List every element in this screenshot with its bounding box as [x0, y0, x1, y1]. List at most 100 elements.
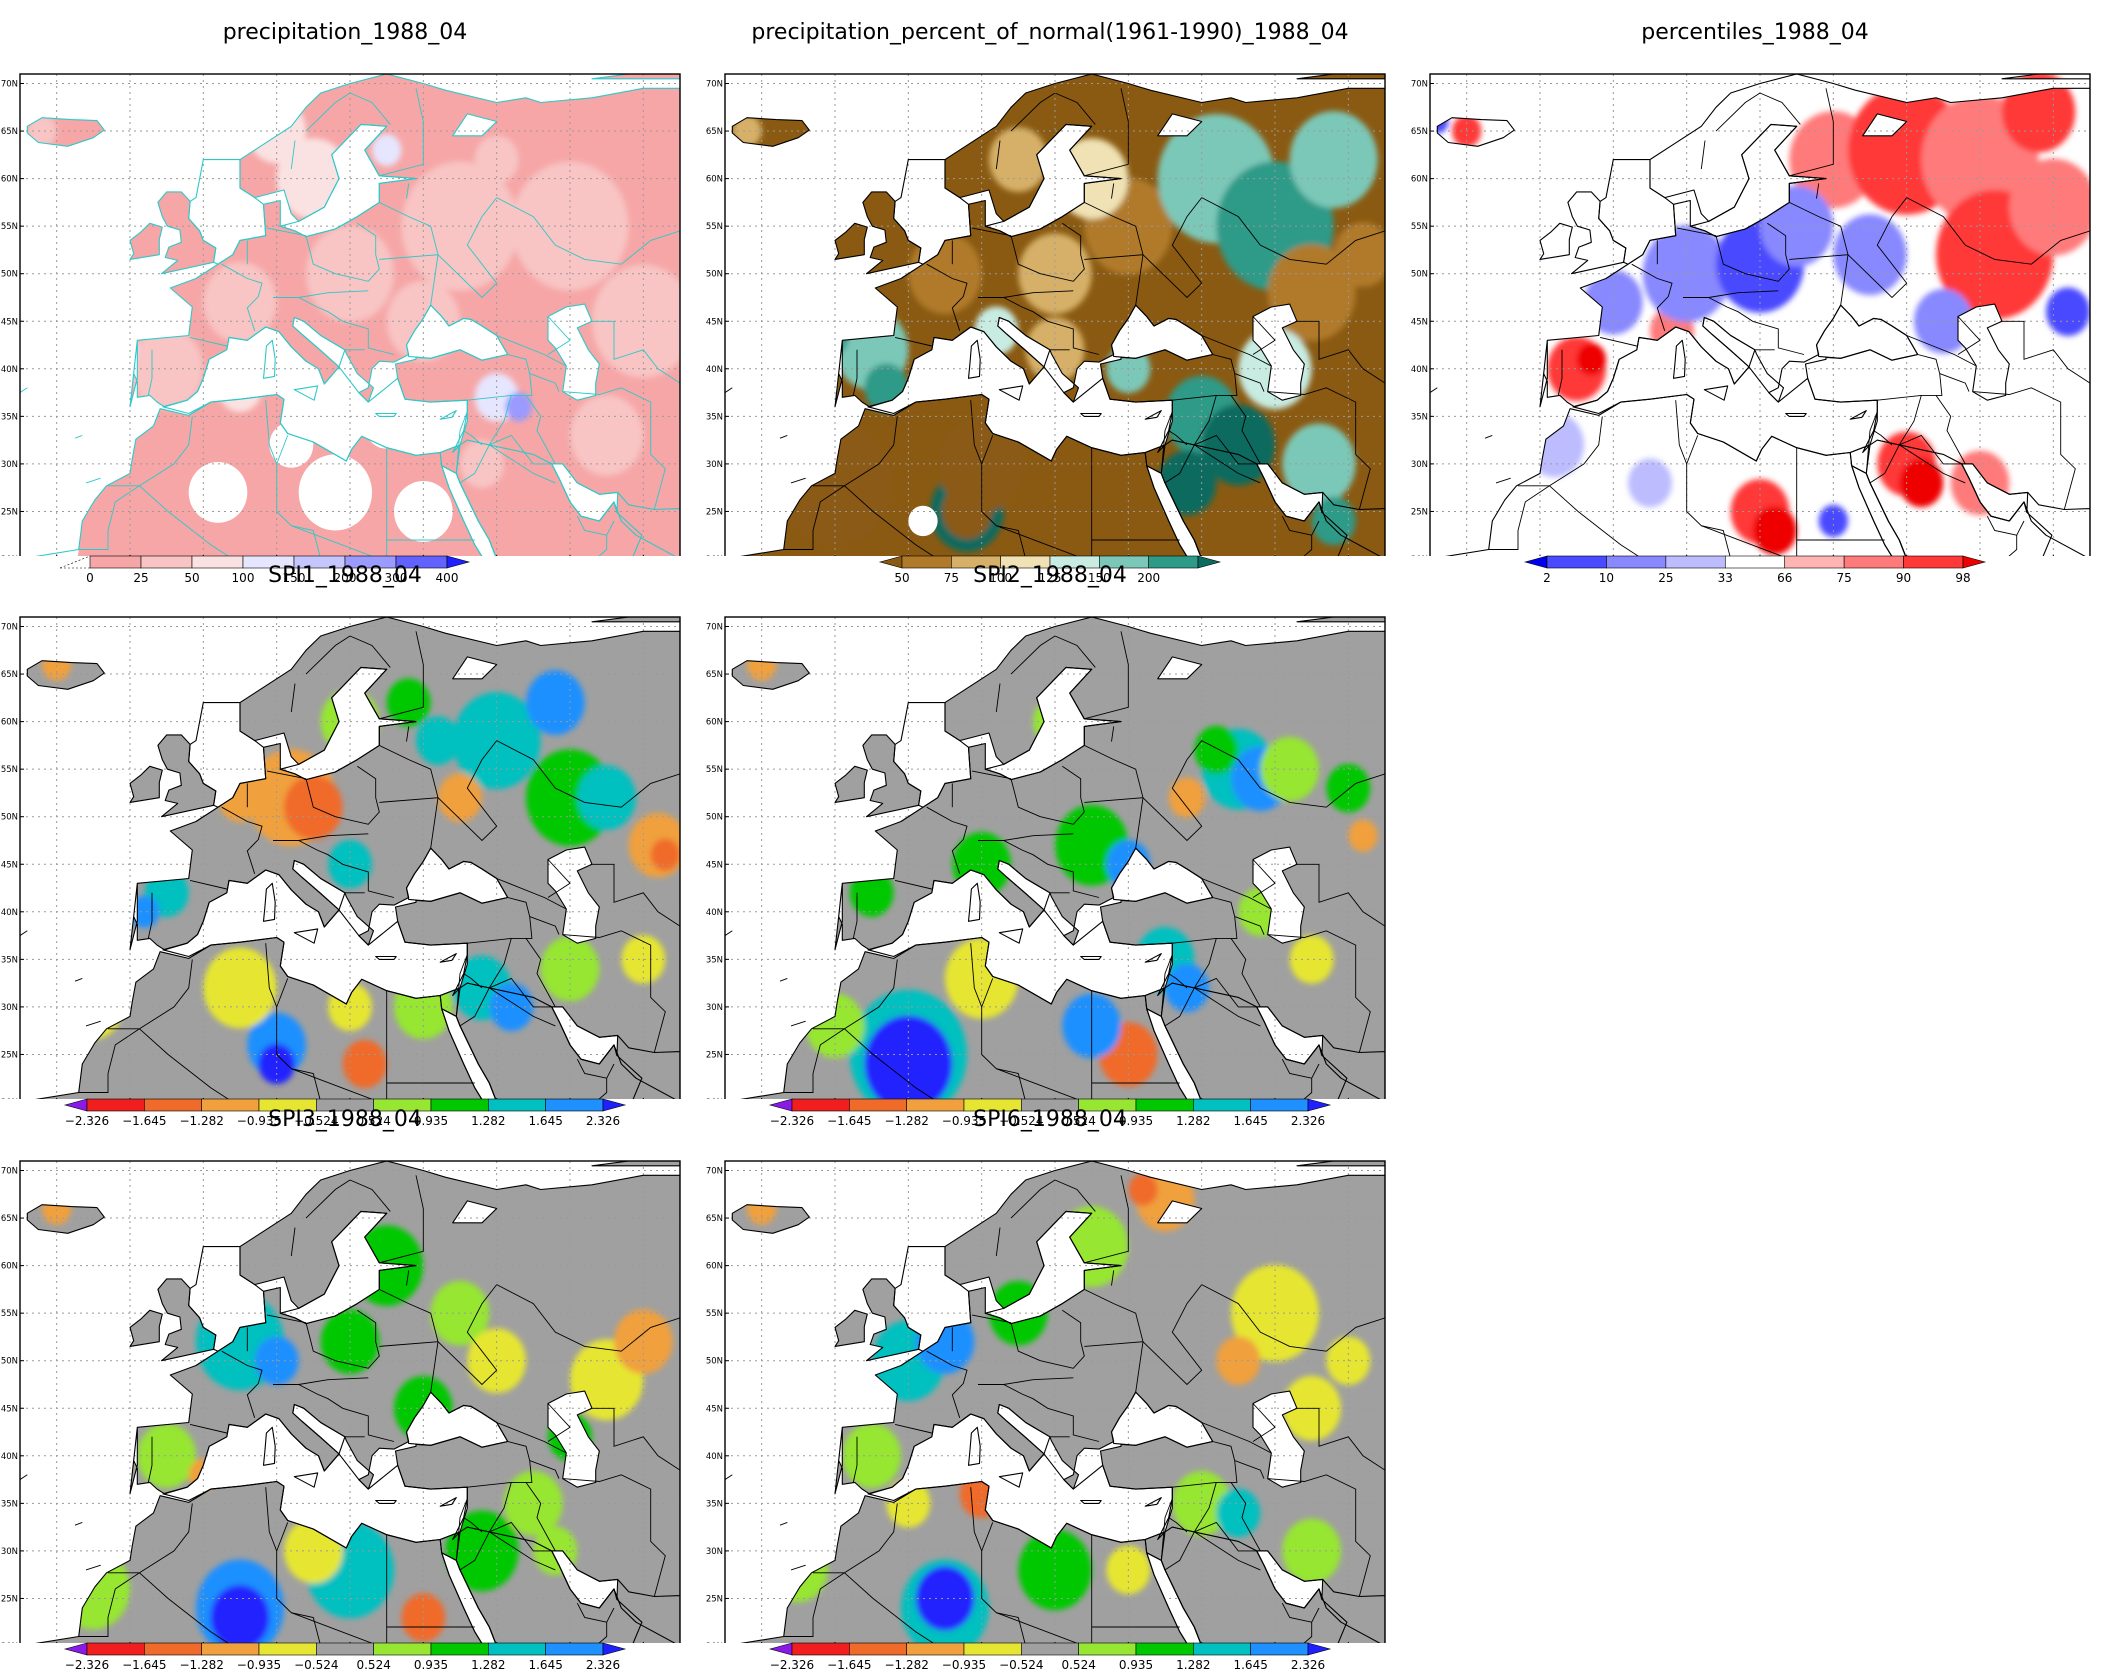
lon-tick-labels: 20W10W010E20E30E40E50E60E — [56, 555, 644, 556]
lat-tick-label: 45N — [1, 1404, 18, 1414]
colorbar-label: −1.282 — [884, 1658, 928, 1672]
coastlines — [26, 74, 680, 556]
lat-tick-label: 30N — [1411, 460, 1428, 470]
lat-tick-label: 55N — [706, 222, 723, 232]
lat-tick-labels: 70N65N60N55N50N45N40N35N30N25N20N — [1, 80, 24, 556]
colorbar-box — [1021, 1642, 1079, 1656]
lat-tick-label: 40N — [706, 1452, 723, 1462]
lat-tick-label: 50N — [1, 270, 18, 280]
lat-tick-label: 20N — [1411, 555, 1428, 556]
colorbar-arrow-right — [1307, 1642, 1332, 1656]
field-anomaly — [203, 947, 277, 1029]
colorbar-label: −2.326 — [770, 1114, 814, 1128]
colorbar-label: 1.282 — [1176, 1658, 1210, 1672]
field-anomaly — [505, 392, 532, 422]
water-body — [551, 1006, 618, 1064]
lat-tick-label: 65N — [1, 1214, 18, 1224]
colorbar-arrow-right — [602, 1642, 627, 1656]
colorbar-segments — [768, 1642, 1332, 1656]
water-body — [1146, 1008, 1201, 1099]
plot-frame — [1429, 73, 2091, 556]
lat-tick-label: 50N — [706, 813, 723, 823]
colorbar-label: −1.645 — [122, 1658, 166, 1672]
colorbar-arrow-right — [1962, 555, 1987, 569]
lat-tick-label: 35N — [706, 412, 723, 422]
colorbar-label: 2.326 — [586, 1114, 620, 1128]
colorbar-labels: 0 25 50 100 150 200 300 400 — [86, 571, 458, 585]
panel-spi2: SPI2_1988_04 70N 65N 60N 55N 50N 45N 40N 35N 30N… — [705, 563, 1395, 1128]
colorbar-box — [963, 1642, 1022, 1656]
field-anomaly — [1128, 1173, 1158, 1206]
panel-spi3: SPI3_1988_04 70N 65N 60N 55N 50N 45N 40N 35N 30N… — [0, 1107, 690, 1672]
colorbar-label: 0.524 — [1061, 1114, 1095, 1128]
country-borders — [725, 88, 1385, 556]
colorbar-label: 10 — [1599, 571, 1614, 585]
colorbar-box — [488, 1642, 546, 1656]
lat-tick-label: 35N — [1, 412, 18, 422]
colorbar-label: −0.524 — [294, 1658, 338, 1672]
water-body — [406, 305, 508, 361]
field-anomaly — [2046, 287, 2090, 336]
colorbar-label: 90 — [1896, 571, 1911, 585]
water-body — [1146, 465, 1201, 556]
colorbar-segments — [63, 1642, 627, 1656]
lat-tick-labels: 70N65N60N55N50N45N40N35N30N25N20N — [1, 1167, 24, 1643]
lat-tick-label: 70N — [1, 1167, 18, 1177]
lat-tick-label: 45N — [706, 317, 723, 327]
colorbar-labels: −2.326 −1.645 −1.282 −0.935 −0.524 0.524 0.935… — [65, 1114, 620, 1128]
water-body — [1256, 1550, 1323, 1608]
colorbar-box — [791, 1642, 850, 1656]
colorbar-box — [545, 1642, 604, 1656]
water-body — [997, 860, 1050, 910]
panel-title: precipitation_percent_of_normal(1961-199… — [751, 20, 1349, 45]
colorbar-label: −0.935 — [942, 1114, 986, 1128]
colorbar-label: 2.326 — [1291, 1114, 1325, 1128]
water-body — [1253, 847, 1305, 944]
lat-tick-labels: 70N65N60N55N50N45N40N35N30N25N20N — [706, 80, 729, 556]
colorbar-box — [1606, 555, 1667, 569]
country-borders — [20, 88, 680, 556]
gridlines — [20, 1161, 680, 1643]
water-body — [1253, 1391, 1305, 1488]
field-anomaly — [1289, 111, 1378, 209]
gridlines — [725, 617, 1385, 1099]
field-anomaly — [1216, 1488, 1261, 1538]
lat-tick-label: 40N — [1, 365, 18, 375]
water-body — [188, 702, 266, 808]
lat-tick-labels: 70N65N60N55N50N45N40N35N30N25N20N — [706, 623, 729, 1099]
lat-tick-label: 30N — [1, 460, 18, 470]
water-body — [551, 463, 618, 521]
field-anomaly — [438, 773, 482, 822]
colorbar-label: −0.524 — [999, 1658, 1043, 1672]
lat-tick-label: 50N — [706, 1357, 723, 1367]
lat-tick-label: 55N — [1, 1309, 18, 1319]
lat-tick-label: 55N — [706, 1309, 723, 1319]
colorbar-segments — [59, 555, 471, 569]
field-anomaly — [130, 328, 204, 410]
field-anomaly — [989, 127, 1048, 192]
lat-tick-labels: 70N65N60N55N50N45N40N35N30N25N20N — [706, 1167, 729, 1643]
lat-tick-label: 55N — [706, 765, 723, 775]
colorbar-label: 1.282 — [1176, 1114, 1210, 1128]
missing-data — [298, 454, 373, 531]
water-body — [985, 124, 1121, 237]
water-body — [1253, 304, 1305, 401]
colorbar-label: 1.645 — [1233, 1658, 1267, 1672]
field-anomaly — [1326, 763, 1371, 813]
water-body — [1851, 465, 1906, 556]
water-body — [548, 304, 600, 401]
field-anomaly — [430, 1280, 490, 1346]
panel-title: SPI1_1988_04 — [268, 563, 422, 588]
lat-tick-label: 60N — [1, 1262, 18, 1272]
colorbar-label: −2.326 — [65, 1658, 109, 1672]
panel-title: SPI3_1988_04 — [268, 1107, 422, 1132]
colorbar-labels: −2.326 −1.645 −1.282 −0.935 −0.524 0.524 0.935… — [770, 1658, 1325, 1672]
field-anomaly — [1216, 1336, 1261, 1385]
lat-tick-label: 35N — [706, 1499, 723, 1509]
colorbar: −2.326 −1.645 −1.282 −0.935 −0.524 0.524 0.935… — [63, 1642, 627, 1672]
colorbar-box — [430, 1642, 489, 1656]
country-borders — [725, 631, 1385, 1099]
colorbar-label: 0.524 — [356, 1658, 390, 1672]
gridlines — [20, 617, 680, 1099]
colorbar-box — [373, 1642, 432, 1656]
